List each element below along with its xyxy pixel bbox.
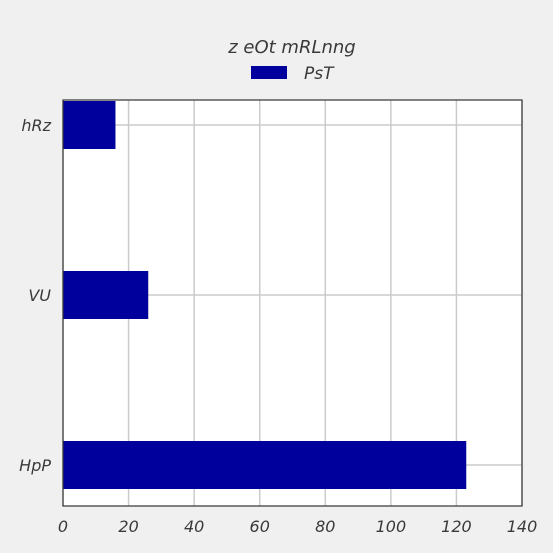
x-tick-label: 120 <box>441 517 472 536</box>
y-axis-categories: hRz VU HpP <box>19 116 51 475</box>
y-category-label: HpP <box>19 456 51 475</box>
bar-vu <box>63 271 149 319</box>
x-tick-label: 40 <box>184 517 204 536</box>
y-category-label: VU <box>28 286 51 305</box>
x-tick-label: 0 <box>58 517 68 536</box>
y-category-label: hRz <box>21 116 51 135</box>
bar-hrz <box>63 101 116 149</box>
x-tick-label: 100 <box>376 517 407 536</box>
x-tick-label: 60 <box>250 517 270 536</box>
x-axis-ticks: 0 20 40 60 80 100 120 140 <box>58 517 537 536</box>
legend-title: z eOt mRLnng <box>227 37 356 58</box>
legend-entry-pst: PsT <box>304 64 335 84</box>
bars <box>63 101 467 489</box>
x-tick-label: 140 <box>507 517 538 536</box>
plot-frame <box>62 99 523 507</box>
legend-swatch-pst <box>251 66 287 79</box>
legend: z eOt mRLnng PsT <box>227 37 356 84</box>
x-tick-label: 20 <box>118 517 138 536</box>
x-tick-label: 80 <box>315 517 335 536</box>
bar-hpp <box>63 441 467 489</box>
